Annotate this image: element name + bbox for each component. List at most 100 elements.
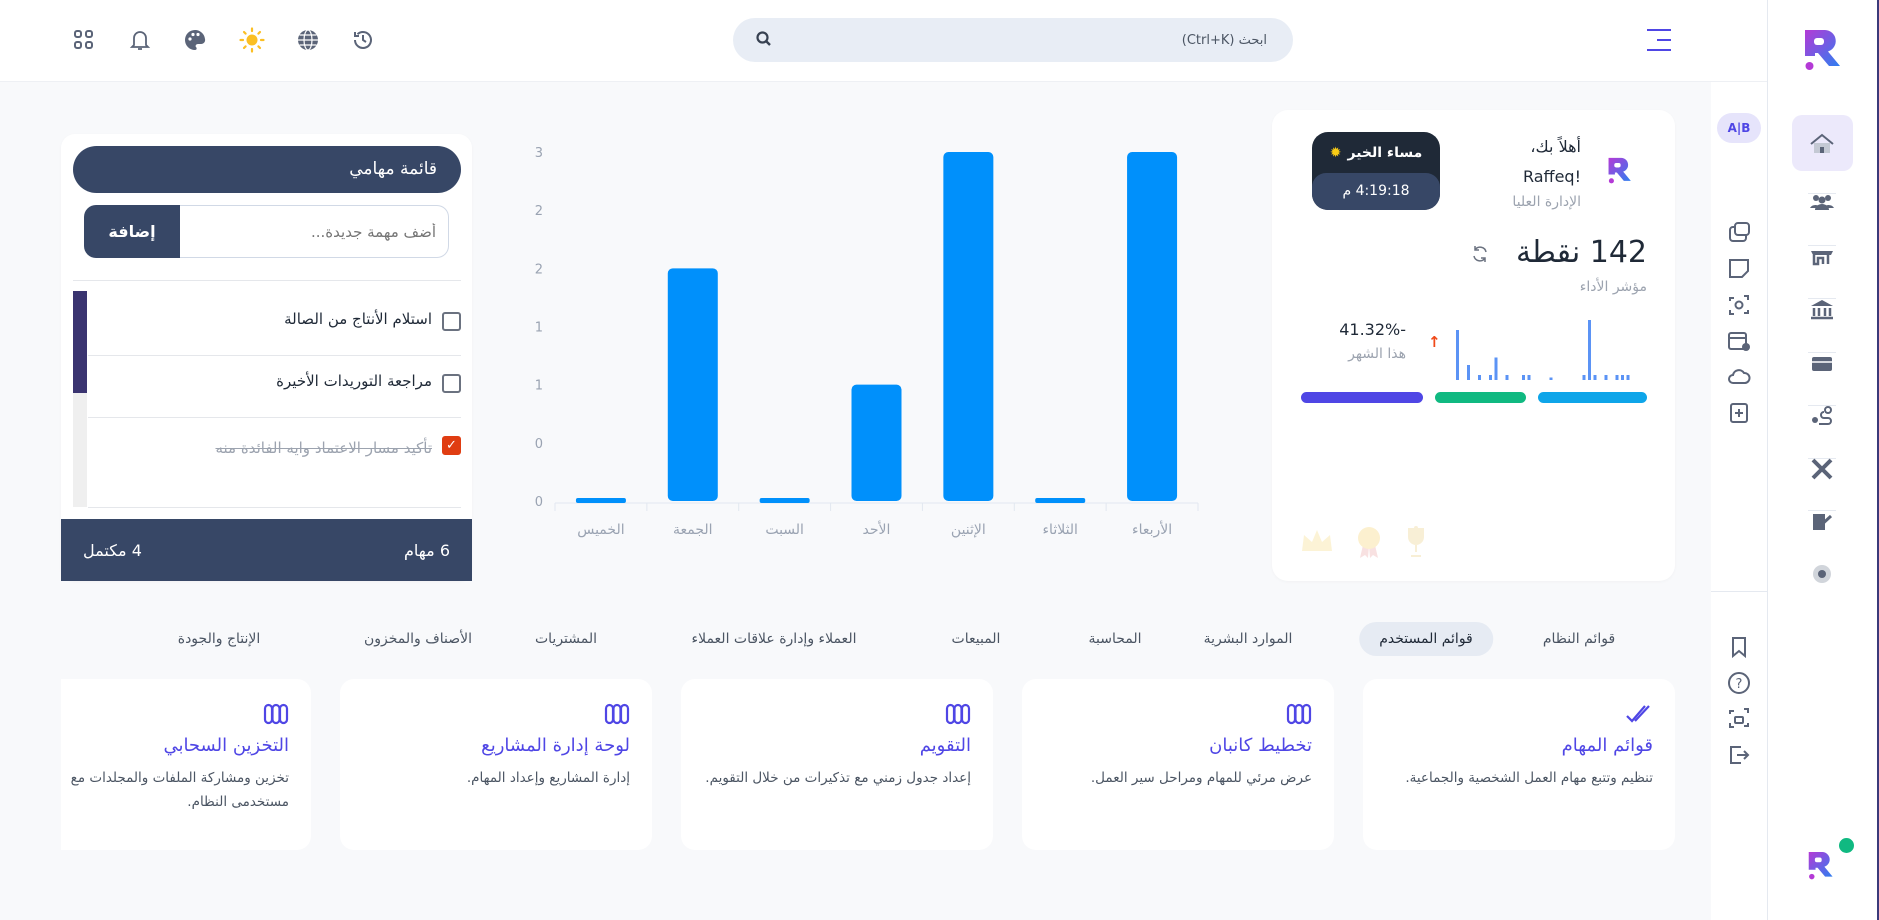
x-tick-label: الأربعاء	[1132, 520, 1172, 538]
apps-icon[interactable]	[70, 26, 98, 54]
feature-card[interactable]: التخزين السحابي تخزين ومشاركة الملفات وال…	[61, 679, 311, 850]
performance-segment	[1301, 392, 1424, 403]
divider	[1808, 458, 1836, 459]
divider	[1808, 352, 1836, 353]
bar[interactable]	[759, 498, 810, 503]
settings-icon[interactable]	[1809, 561, 1835, 591]
mini-bar	[1527, 375, 1531, 380]
box-icon[interactable]	[1809, 350, 1835, 380]
divider	[1808, 245, 1836, 246]
mini-bar	[1604, 375, 1608, 380]
search-input[interactable]: ابحث (Ctrl+K)	[733, 18, 1293, 62]
tasks-scrollbar[interactable]	[73, 291, 87, 507]
brand-logo[interactable]	[1801, 26, 1845, 76]
task-label: مراجعة التوريدات الأخيرة	[276, 372, 432, 390]
feature-card[interactable]: لوحة إدارة المشاريع إدارة المشاريع وإعداد…	[340, 679, 652, 850]
x-tick-label: الخميس	[577, 522, 624, 538]
mini-bar	[1522, 375, 1525, 380]
bar[interactable]	[1127, 152, 1178, 501]
task-checkbox-checked[interactable]: ✓	[442, 436, 461, 455]
mini-bar	[1494, 357, 1498, 380]
points-label: مؤشر الأداء	[1579, 279, 1647, 295]
tab[interactable]: المحاسبة	[1088, 631, 1142, 647]
kanban-icon	[1044, 699, 1312, 729]
sun-icon[interactable]	[238, 26, 266, 54]
globe-icon[interactable]	[294, 26, 322, 54]
current-time: 4:19:18 م	[1312, 173, 1440, 210]
new-task-input[interactable]	[180, 205, 449, 258]
feature-card[interactable]: تخطيط كانبان عرض مرئي للمهام ومراحل سير ا…	[1022, 679, 1334, 850]
divider	[88, 507, 461, 508]
users-icon[interactable]	[1809, 189, 1835, 219]
kanban-icon	[362, 699, 630, 729]
menu-toggle-icon[interactable]	[1645, 27, 1673, 57]
bell-icon[interactable]	[126, 26, 154, 54]
x-tick-label: الأحد	[863, 520, 891, 538]
feature-description: إعداد جدول زمني مع تذكيرات من خلال التقو…	[705, 770, 971, 786]
bookmark-icon[interactable]	[1724, 632, 1754, 662]
kanban-icon	[703, 699, 971, 729]
badge-title: مساء الخير	[1347, 144, 1423, 161]
history-icon[interactable]	[349, 26, 377, 54]
task-checkbox[interactable]	[442, 312, 461, 331]
bar[interactable]	[851, 384, 902, 501]
cloud-icon[interactable]	[1724, 361, 1754, 391]
tab[interactable]: الأصناف والمخزون	[363, 631, 473, 647]
add-task-button[interactable]: إضافة	[84, 205, 180, 258]
feature-cards: قوائم المهام تنظيم وتتبع مهام العمل الشخص…	[61, 679, 1675, 850]
bank-icon[interactable]	[1809, 297, 1835, 327]
lock-scan-icon[interactable]	[1724, 703, 1754, 733]
assistant-logo[interactable]	[1806, 848, 1836, 886]
tab[interactable]: الإنتاج والجودة	[177, 631, 261, 647]
task-item[interactable]: ✓ تأكيد مسار الاعتماد وايه الفائدة منه	[111, 434, 461, 462]
trophy-icon	[1404, 525, 1428, 563]
route-icon[interactable]	[1809, 404, 1835, 434]
feature-description: تخزين ومشاركة الملفات والمجلدات مع مستخد…	[70, 770, 289, 810]
bar[interactable]	[943, 152, 994, 501]
performance-segment	[1435, 392, 1526, 403]
task-label: تأكيد مسار الاعتماد وايه الفائدة منه	[215, 439, 432, 457]
feature-title: لوحة إدارة المشاريع	[481, 735, 630, 756]
logout-icon[interactable]	[1724, 740, 1754, 770]
home-icon[interactable]	[1809, 131, 1835, 161]
scan-frame-icon[interactable]	[1724, 218, 1754, 248]
task-item[interactable]: مراجعة التوريدات الأخيرة	[88, 372, 461, 393]
sticky-note-icon[interactable]	[1724, 254, 1754, 284]
language-toggle-button[interactable]: A|B	[1717, 113, 1761, 143]
refresh-icon[interactable]	[1470, 244, 1490, 268]
feature-description: تنظيم وتتبع مهام العمل الشخصية والجماعية…	[1405, 770, 1653, 786]
tab[interactable]: قوائم المستخدم	[1359, 622, 1493, 656]
scrollbar-thumb[interactable]	[73, 291, 87, 393]
tab[interactable]: قوائم النظام	[1542, 631, 1616, 647]
mini-bar	[1467, 365, 1470, 380]
feature-description: إدارة المشاريع وإعداد المهام.	[466, 770, 630, 786]
palette-icon[interactable]	[181, 26, 209, 54]
greeting-text: أهلاً بك،	[1530, 137, 1581, 156]
feature-card[interactable]: التقويم إعداد جدول زمني مع تذكيرات من خلا…	[681, 679, 993, 850]
bar[interactable]	[667, 268, 718, 501]
help-icon[interactable]: ?	[1724, 668, 1754, 698]
bar[interactable]	[575, 498, 626, 503]
user-name: Raffeq!	[1522, 167, 1581, 186]
task-checkbox[interactable]	[442, 374, 461, 393]
bar[interactable]	[1035, 498, 1086, 503]
tab[interactable]: الموارد البشرية	[1203, 631, 1293, 647]
store-icon[interactable]	[1809, 243, 1835, 273]
online-status-dot	[1839, 838, 1854, 853]
tab[interactable]: المبيعات	[951, 631, 1001, 647]
greeting: أهلاً بك، Raffeq! الإدارة العليا	[1450, 132, 1581, 212]
tab[interactable]: المشتريات	[534, 631, 598, 647]
clipboard-plus-icon[interactable]	[1724, 397, 1754, 427]
tools-icon[interactable]	[1809, 456, 1835, 486]
feature-card[interactable]: قوائم المهام تنظيم وتتبع مهام العمل الشخص…	[1363, 679, 1675, 850]
crown-icon	[1300, 525, 1334, 563]
task-summary-bar: 6 مهام 4 مكتمل	[61, 519, 472, 581]
achievements	[1300, 525, 1428, 563]
tab[interactable]: العملاء وإدارة علاقات العملاء	[691, 631, 857, 647]
signature-icon[interactable]	[1809, 509, 1835, 539]
focus-camera-icon[interactable]	[1724, 290, 1754, 320]
task-item[interactable]: استلام الأنتاج من الصالة	[88, 310, 461, 331]
x-tick-label: الإثنين	[951, 522, 986, 538]
calendar-clock-icon[interactable]	[1724, 326, 1754, 356]
x-tick-label: السبت	[765, 522, 804, 538]
